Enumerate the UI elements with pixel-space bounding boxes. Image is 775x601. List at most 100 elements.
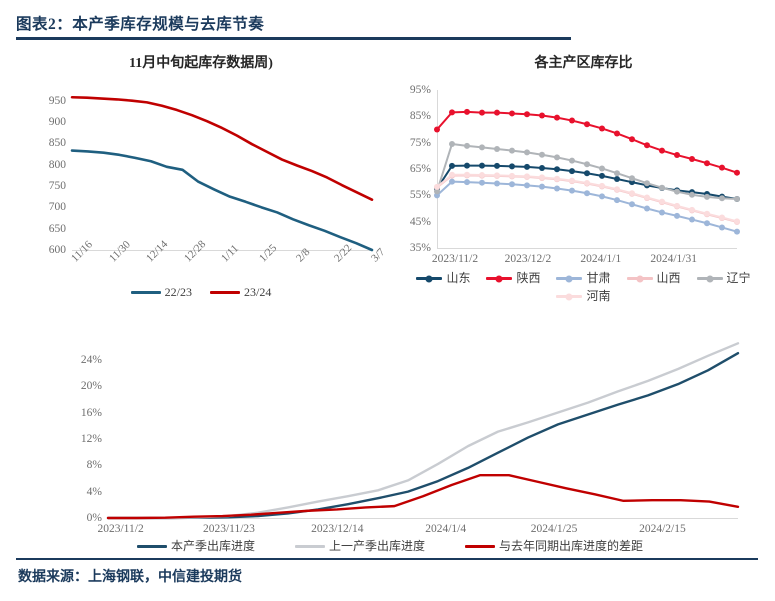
legend-swatch-icon bbox=[626, 277, 653, 280]
region-ratio-marker bbox=[674, 202, 680, 209]
legend-item-region-ratio-5[interactable]: 河南 bbox=[556, 288, 611, 305]
region-ratio-marker bbox=[554, 166, 560, 173]
region-ratio-marker bbox=[479, 109, 485, 116]
outbound-progress-ytick: 12% bbox=[80, 432, 102, 445]
inventory-weekly-ytick: 650 bbox=[48, 222, 66, 235]
chart-region-ratio-plot: 35% 45% 55% 65% 75% 85% 95% 2023/11/2 2023/12/2 2… bbox=[410, 84, 740, 265]
region-ratio-marker bbox=[734, 218, 740, 225]
legend-item-region-ratio-4[interactable]: 辽宁 bbox=[696, 270, 751, 287]
outbound-progress-ytick: 0% bbox=[86, 512, 102, 524]
region-ratio-marker bbox=[509, 181, 515, 188]
region-ratio-marker bbox=[584, 161, 590, 168]
outbound-progress-ytick: 20% bbox=[80, 380, 102, 393]
inventory-weekly-x-axis bbox=[72, 250, 372, 251]
region-ratio-marker bbox=[584, 170, 590, 177]
legend-item-inventory-weekly-1[interactable]: 23/24 bbox=[210, 284, 271, 301]
outbound-progress-series-layer bbox=[106, 342, 740, 520]
chart-inventory-weekly-plot: 600 650 700 750 800 850 900 950 11/16 11/30 12/14 1… bbox=[49, 90, 388, 265]
region-ratio-marker bbox=[524, 182, 530, 189]
outbound-progress-xtick: 2024/1/4 bbox=[425, 523, 467, 535]
region-ratio-marker bbox=[644, 180, 650, 187]
region-ratio-marker bbox=[569, 168, 575, 175]
outbound-progress-xtick: 2023/12/14 bbox=[311, 523, 364, 535]
legend-item-outbound-progress-2[interactable]: 与去年同期出库进度的差距 bbox=[465, 538, 643, 555]
region-ratio-marker bbox=[494, 180, 500, 187]
outbound-progress-line-1 bbox=[106, 342, 740, 520]
inventory-weekly-ytick: 700 bbox=[48, 201, 66, 214]
region-ratio-marker bbox=[614, 170, 620, 177]
region-ratio-marker bbox=[584, 179, 590, 186]
chart-inventory-weekly-legend: 22/23 23/24 bbox=[8, 284, 394, 301]
region-ratio-marker bbox=[509, 110, 515, 117]
region-ratio-ytick: 85% bbox=[409, 110, 431, 123]
region-ratio-ytick: 75% bbox=[409, 136, 431, 149]
region-ratio-marker bbox=[449, 178, 455, 185]
outbound-progress-ytick: 24% bbox=[80, 353, 102, 366]
region-ratio-marker bbox=[734, 196, 740, 203]
region-ratio-marker bbox=[539, 151, 545, 158]
region-ratio-marker bbox=[734, 169, 740, 176]
legend-swatch-icon bbox=[130, 290, 161, 295]
region-ratio-xtick: 2023/11/2 bbox=[431, 253, 479, 265]
region-ratio-marker bbox=[539, 183, 545, 190]
region-ratio-xtick: 2023/12/2 bbox=[504, 253, 552, 265]
chart-outbound-progress-legend: 本产季出库进度 上一产季出库进度 与去年同期出库进度的差距 bbox=[60, 538, 720, 555]
outbound-progress-xtick: 2023/11/2 bbox=[97, 523, 144, 535]
region-ratio-marker bbox=[614, 130, 620, 137]
region-ratio-marker bbox=[449, 109, 455, 116]
outbound-progress-ytick: 4% bbox=[86, 485, 102, 498]
legend-swatch-icon bbox=[696, 277, 723, 280]
outbound-progress-xtick: 2023/11/23 bbox=[202, 523, 255, 535]
region-ratio-marker bbox=[524, 111, 530, 118]
region-ratio-marker bbox=[704, 193, 710, 200]
chart-region-ratio-legend: 山东 陕西 甘肃 山西 辽宁河南 bbox=[392, 270, 775, 305]
region-ratio-marker bbox=[479, 179, 485, 186]
region-ratio-marker bbox=[569, 187, 575, 194]
legend-item-region-ratio-2[interactable]: 甘肃 bbox=[556, 270, 611, 287]
region-ratio-marker bbox=[464, 108, 470, 115]
figure-footer: 数据来源：上海钢联，中信建投期货 bbox=[0, 558, 775, 601]
region-ratio-marker bbox=[539, 164, 545, 171]
legend-label: 山西 bbox=[656, 271, 681, 285]
title-divider bbox=[16, 37, 571, 40]
region-ratio-marker bbox=[464, 162, 470, 169]
region-ratio-marker bbox=[539, 174, 545, 181]
data-source-note: 数据来源：上海钢联，中信建投期货 bbox=[18, 570, 242, 585]
inventory-weekly-ytick: 750 bbox=[48, 180, 66, 192]
region-ratio-marker bbox=[674, 188, 680, 195]
region-ratio-marker bbox=[464, 171, 470, 178]
legend-item-outbound-progress-0[interactable]: 本产季出库进度 bbox=[136, 538, 255, 555]
legend-item-region-ratio-1[interactable]: 陕西 bbox=[486, 270, 540, 287]
legend-item-region-ratio-3[interactable]: 山西 bbox=[626, 270, 681, 287]
region-ratio-marker bbox=[509, 163, 515, 170]
legend-item-inventory-weekly-0[interactable]: 22/23 bbox=[130, 284, 192, 301]
region-ratio-marker bbox=[629, 190, 635, 197]
region-ratio-marker bbox=[554, 185, 560, 192]
region-ratio-marker bbox=[719, 195, 725, 202]
legend-item-outbound-progress-1[interactable]: 上一产季出库进度 bbox=[294, 538, 425, 555]
region-ratio-marker bbox=[479, 172, 485, 179]
region-ratio-marker bbox=[509, 147, 515, 154]
legend-swatch-icon bbox=[294, 545, 325, 548]
region-ratio-marker bbox=[539, 112, 545, 119]
region-ratio-y-axis bbox=[437, 90, 438, 248]
region-ratio-marker bbox=[614, 176, 620, 183]
region-ratio-marker bbox=[524, 163, 530, 170]
legend-label: 上一产季出库进度 bbox=[328, 539, 425, 553]
region-ratio-marker bbox=[569, 177, 575, 184]
inventory-weekly-line-1 bbox=[70, 95, 374, 201]
region-ratio-marker bbox=[464, 179, 470, 186]
legend-label: 陕西 bbox=[516, 271, 541, 285]
legend-swatch-icon bbox=[556, 277, 583, 280]
region-ratio-marker bbox=[584, 190, 590, 197]
outbound-progress-ytick: 16% bbox=[80, 406, 102, 419]
region-ratio-marker bbox=[599, 193, 605, 200]
region-ratio-marker bbox=[494, 162, 500, 169]
region-ratio-marker bbox=[704, 160, 710, 167]
legend-swatch-icon bbox=[136, 545, 167, 548]
region-ratio-ytick: 35% bbox=[409, 242, 431, 254]
legend-item-region-ratio-0[interactable]: 山东 bbox=[416, 270, 470, 287]
footer-divider bbox=[16, 558, 758, 561]
region-ratio-xtick: 2024/1/1 bbox=[580, 253, 622, 265]
region-ratio-marker bbox=[689, 216, 695, 223]
